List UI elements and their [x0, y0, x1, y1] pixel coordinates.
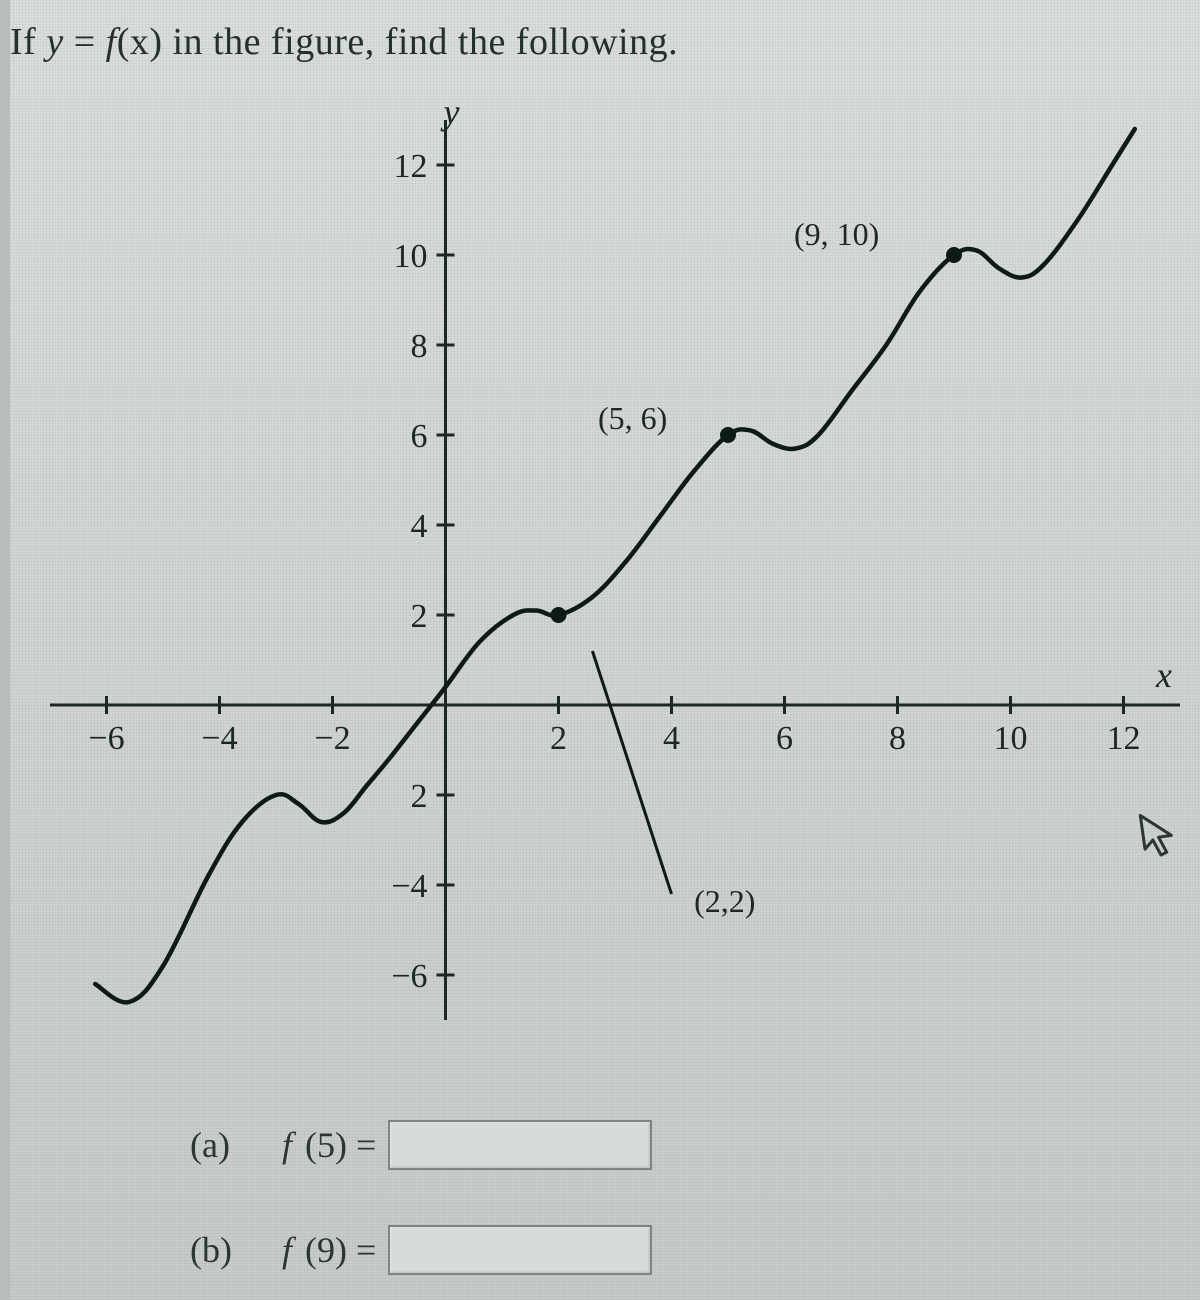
answer-b-input[interactable] [388, 1225, 652, 1275]
svg-text:(5, 6): (5, 6) [598, 400, 667, 436]
svg-text:x: x [1155, 655, 1172, 695]
svg-text:4: 4 [411, 508, 428, 545]
svg-text:6: 6 [411, 418, 428, 455]
svg-text:12: 12 [1107, 720, 1141, 757]
prompt-y: y [46, 21, 63, 63]
svg-text:2: 2 [411, 778, 428, 815]
question-a-fn: f [282, 1124, 293, 1166]
question-b-label: (b) [190, 1229, 270, 1271]
svg-text:(2,2): (2,2) [694, 883, 755, 919]
prompt-eq: = [64, 21, 106, 63]
svg-text:(9, 10): (9, 10) [794, 216, 879, 252]
question-b-row: (b) f (9) = [190, 1225, 652, 1275]
svg-text:8: 8 [411, 328, 428, 365]
answer-a-input[interactable] [388, 1120, 652, 1170]
mouse-cursor-icon [1136, 809, 1184, 873]
question-a-arg: (5) = [305, 1124, 376, 1166]
svg-text:2: 2 [411, 598, 428, 635]
svg-text:−6: −6 [391, 958, 427, 995]
svg-text:10: 10 [394, 238, 428, 275]
svg-text:2: 2 [550, 720, 567, 757]
question-a-label: (a) [190, 1124, 270, 1166]
svg-text:−4: −4 [391, 868, 427, 905]
page: If y = f(x) in the figure, find the foll… [0, 0, 1200, 1300]
prompt-prefix: If [10, 21, 46, 63]
prompt-f: f [106, 21, 117, 63]
svg-text:8: 8 [889, 720, 906, 757]
svg-text:10: 10 [994, 720, 1028, 757]
svg-text:y: y [441, 100, 460, 132]
question-b-arg: (9) = [305, 1229, 376, 1271]
question-a-row: (a) f (5) = [190, 1120, 652, 1170]
function-chart: −6 −4 −2 2 4 6 8 10 12 2 4 6 8 10 12 2 −4 −6 y x (2,2) (5, 6)… [50, 100, 1180, 1050]
svg-text:−6: −6 [88, 720, 124, 757]
prompt-rest: in the figure, find the following. [163, 21, 679, 63]
svg-text:6: 6 [776, 720, 793, 757]
svg-text:−4: −4 [201, 720, 237, 757]
question-b-fn: f [282, 1229, 293, 1271]
svg-text:12: 12 [394, 148, 428, 185]
question-prompt: If y = f(x) in the figure, find the foll… [10, 20, 678, 64]
svg-text:4: 4 [663, 720, 680, 757]
svg-text:−2: −2 [314, 720, 350, 757]
prompt-arg: (x) [117, 21, 163, 63]
